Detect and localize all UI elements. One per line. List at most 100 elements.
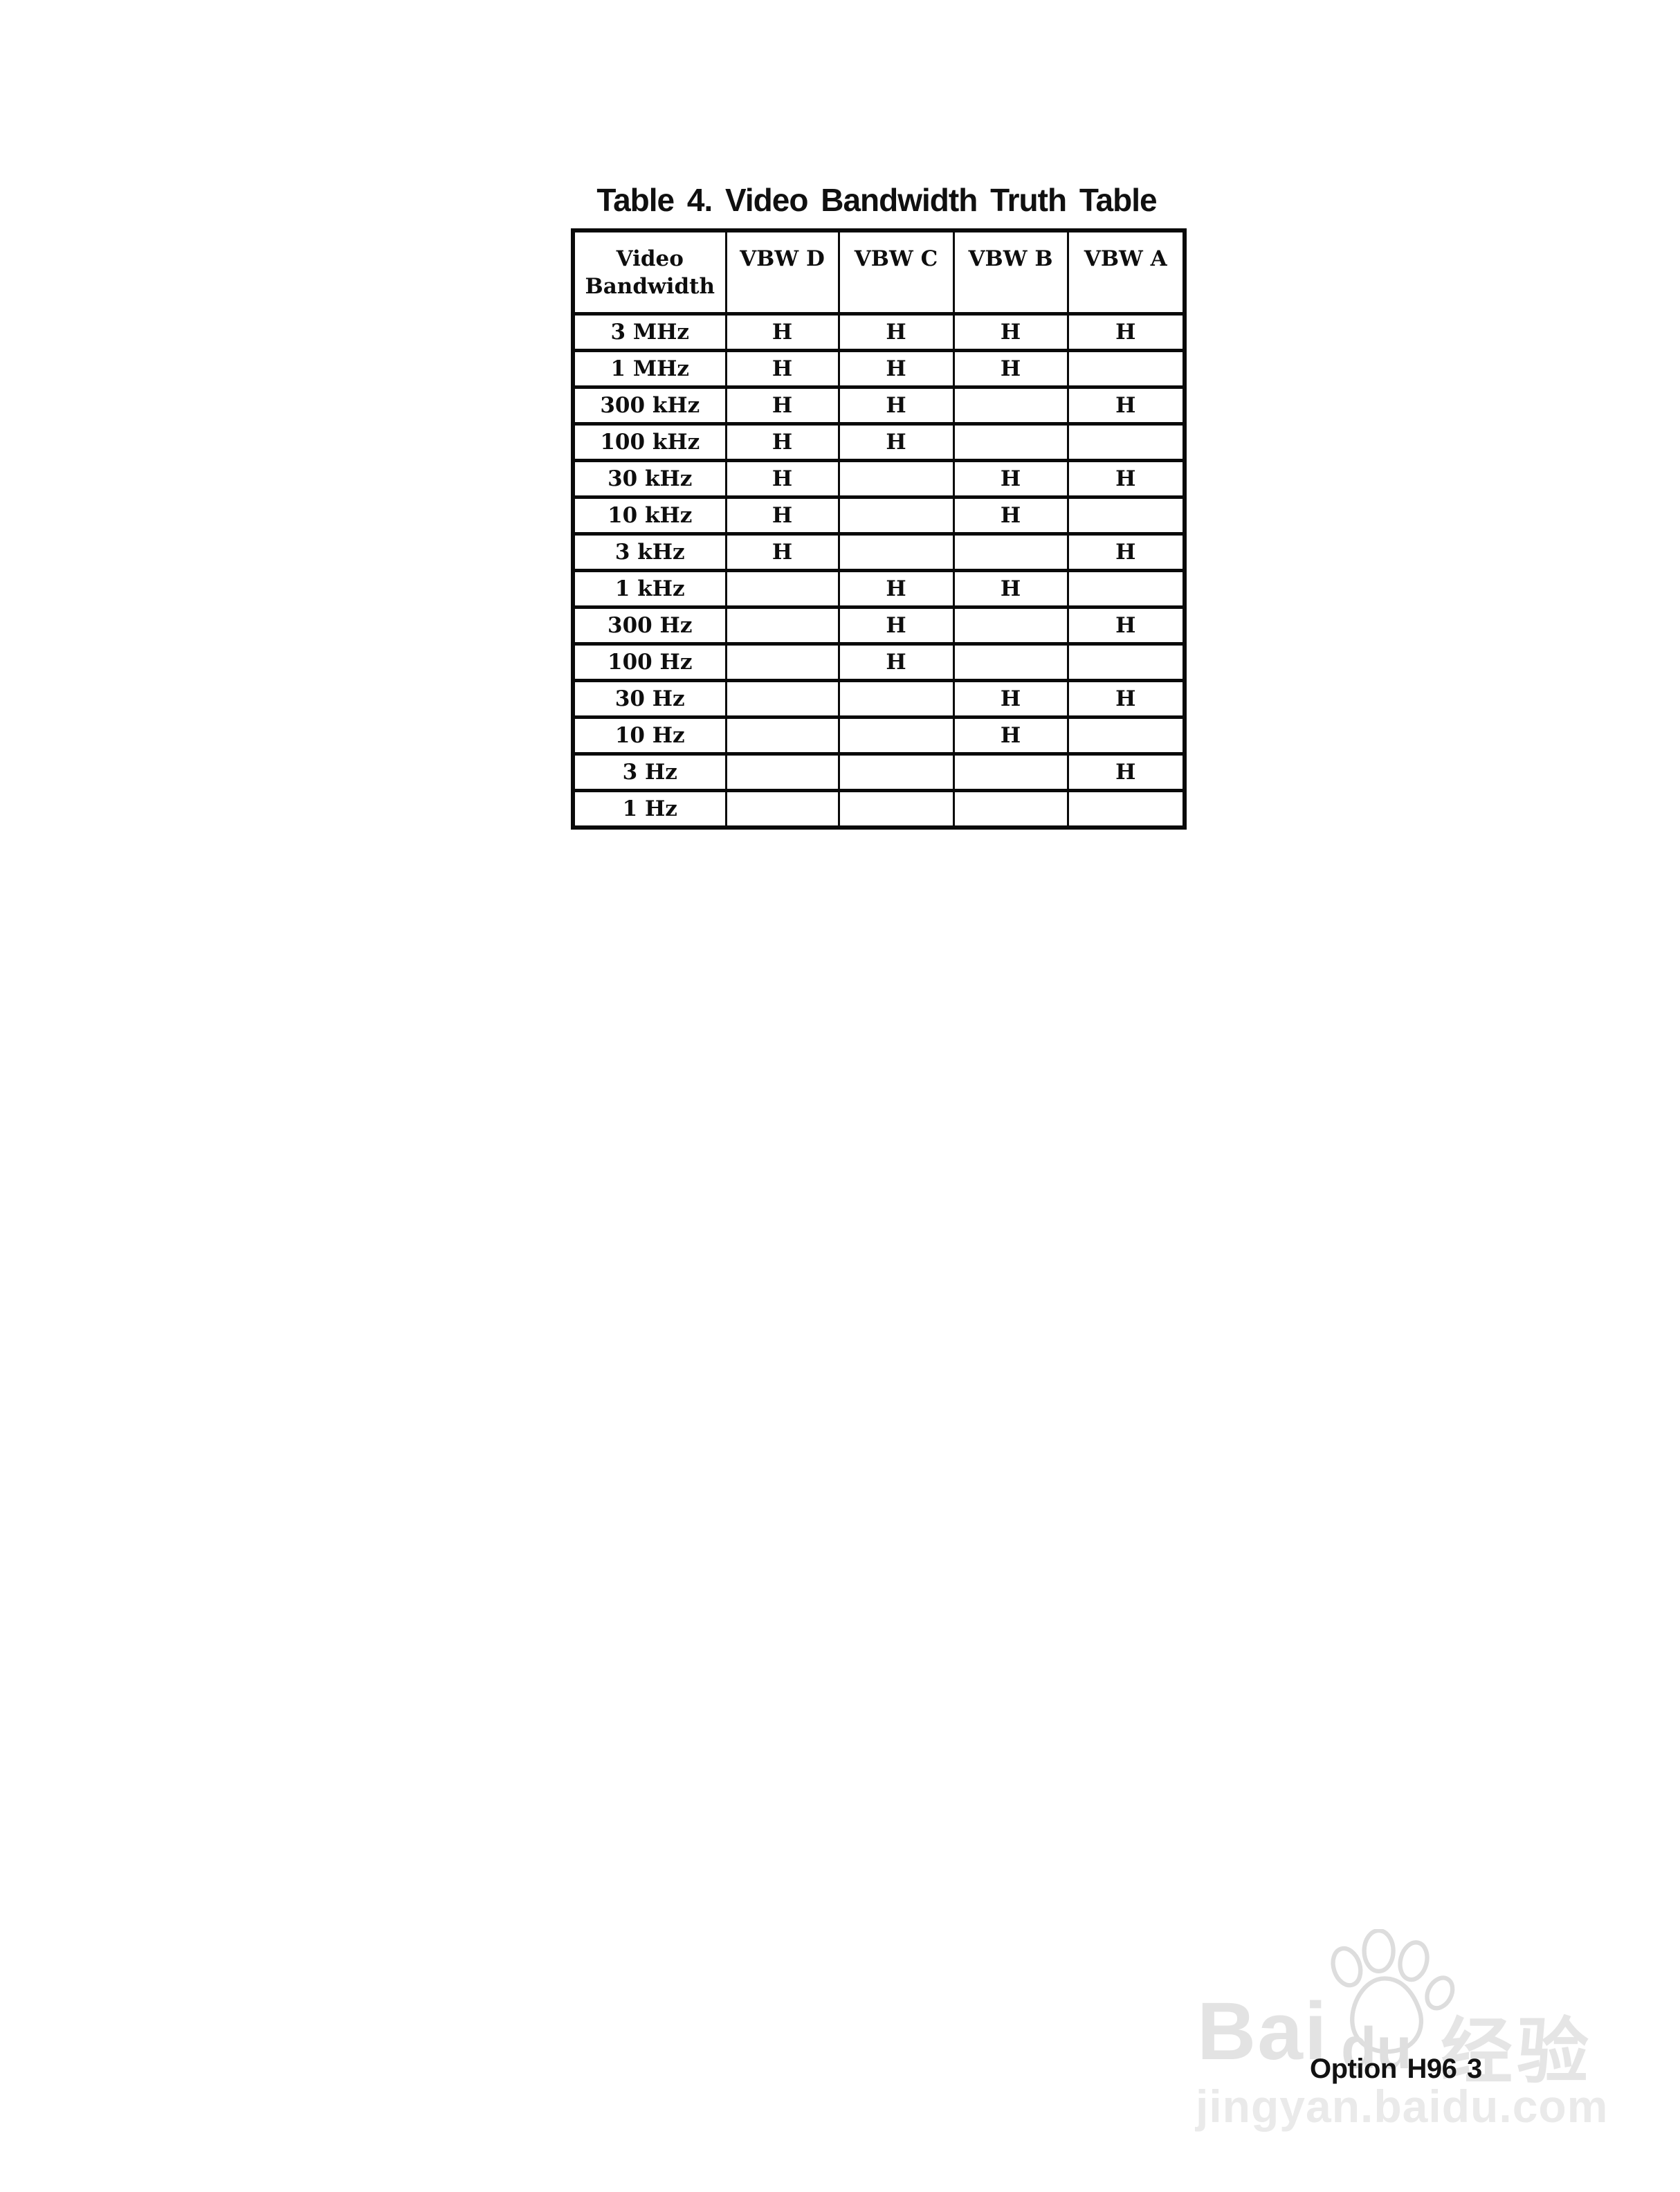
truth-cell (837, 495, 955, 536)
truth-cell: H (952, 459, 1069, 499)
table-row: 300 kHz H H H (572, 385, 1186, 426)
truth-cell: H (1066, 605, 1186, 646)
truth-cell (724, 605, 840, 646)
table-row: 1 MHz H H H (572, 349, 1186, 389)
truth-cell: H (837, 605, 955, 646)
truth-cell: H (724, 385, 840, 426)
row-label: 300 kHz (572, 385, 727, 426)
baidu-watermark: Bai du 经验 jingyan.baidu.com (1176, 1917, 1674, 2152)
table-row: 1 kHz H H (572, 569, 1186, 609)
truth-cell (952, 789, 1069, 830)
table-row: 30 Hz H H (572, 679, 1186, 719)
truth-cell: H (724, 349, 840, 389)
table-row: 100 Hz H (572, 642, 1186, 682)
truth-cell: H (1066, 532, 1186, 572)
truth-cell: H (837, 422, 955, 462)
row-label: 1 MHz (572, 349, 727, 389)
column-header-vbw-d: VBW D (724, 228, 840, 316)
row-label: 30 kHz (572, 459, 727, 499)
truth-cell (837, 715, 955, 756)
truth-cell (1066, 642, 1186, 682)
truth-cell: H (724, 495, 840, 536)
table-row: 1 Hz (572, 789, 1186, 830)
watermark-url: jingyan.baidu.com (1196, 2081, 1609, 2132)
truth-cell (1066, 422, 1186, 462)
truth-cell: H (837, 312, 955, 352)
row-label: 10 Hz (572, 715, 727, 756)
truth-cell (724, 569, 840, 609)
truth-cell (724, 679, 840, 719)
truth-cell: H (837, 642, 955, 682)
page-footer-label: Option H96 3 (1310, 2054, 1482, 2084)
row-label: 3 Hz (572, 752, 727, 792)
truth-cell (1066, 495, 1186, 536)
truth-cell: H (1066, 679, 1186, 719)
truth-cell (724, 642, 840, 682)
truth-cell: H (724, 459, 840, 499)
truth-cell (724, 715, 840, 756)
watermark-brand-text: Bai (1197, 1986, 1329, 2077)
column-header-vbw-c: VBW C (837, 228, 955, 316)
truth-cell: H (952, 679, 1069, 719)
truth-cell (952, 422, 1069, 462)
column-header-line1: Video (616, 246, 684, 271)
column-header-line2: Bandwidth (585, 274, 715, 299)
truth-cell: H (1066, 752, 1186, 792)
table-row: 30 kHz H H H (572, 459, 1186, 499)
truth-cell: H (1066, 459, 1186, 499)
truth-cell (1066, 715, 1186, 756)
truth-cell (952, 752, 1069, 792)
truth-cell: H (952, 569, 1069, 609)
table-row: 3 MHz H H H H (572, 312, 1186, 352)
column-header-vbw-a: VBW A (1066, 228, 1186, 316)
table-row: 300 Hz H H (572, 605, 1186, 646)
truth-cell (837, 789, 955, 830)
truth-cell: H (837, 569, 955, 609)
truth-cell (952, 642, 1069, 682)
row-label: 3 kHz (572, 532, 727, 572)
row-label: 1 Hz (572, 789, 727, 830)
table-row: 3 Hz H (572, 752, 1186, 792)
truth-cell (1066, 569, 1186, 609)
table-row: 3 kHz H H (572, 532, 1186, 572)
paw-icon (1331, 1929, 1455, 2054)
row-label: 100 kHz (572, 422, 727, 462)
truth-cell (837, 459, 955, 499)
truth-cell: H (724, 532, 840, 572)
truth-cell: H (952, 495, 1069, 536)
truth-table-header: Video Bandwidth VBW D VBW C VBW B VBW A (572, 228, 1186, 316)
truth-cell: H (837, 349, 955, 389)
table-title: Table 4. Video Bandwidth Truth Table (596, 182, 1157, 218)
truth-cell (1066, 789, 1186, 830)
truth-cell (724, 789, 840, 830)
truth-cell: H (952, 715, 1069, 756)
column-header-video-bandwidth: Video Bandwidth (572, 228, 727, 316)
truth-cell: H (952, 349, 1069, 389)
row-label: 100 Hz (572, 642, 727, 682)
row-label: 300 Hz (572, 605, 727, 646)
row-label: 30 Hz (572, 679, 727, 719)
table-row: 10 kHz H H (572, 495, 1186, 536)
row-label: 10 kHz (572, 495, 727, 536)
truth-cell (837, 532, 955, 572)
truth-cell (952, 605, 1069, 646)
table-row: 100 kHz H H (572, 422, 1186, 462)
truth-cell: H (724, 312, 840, 352)
truth-cell (1066, 349, 1186, 389)
truth-cell: H (1066, 385, 1186, 426)
truth-cell (837, 752, 955, 792)
truth-cell: H (952, 312, 1069, 352)
row-label: 1 kHz (572, 569, 727, 609)
truth-cell: H (837, 385, 955, 426)
table-row: 10 Hz H (572, 715, 1186, 756)
video-bandwidth-truth-table: Video Bandwidth VBW D VBW C VBW B VBW A … (571, 228, 1187, 830)
truth-cell (724, 752, 840, 792)
truth-cell: H (1066, 312, 1186, 352)
header-row: Video Bandwidth VBW D VBW C VBW B VBW A (572, 228, 1186, 316)
column-header-vbw-b: VBW B (952, 228, 1069, 316)
truth-cell (837, 679, 955, 719)
truth-table-body: 3 MHz H H H H 1 MHz H H H 300 kHz H H H … (572, 312, 1186, 830)
truth-cell (952, 532, 1069, 572)
truth-cell: H (724, 422, 840, 462)
